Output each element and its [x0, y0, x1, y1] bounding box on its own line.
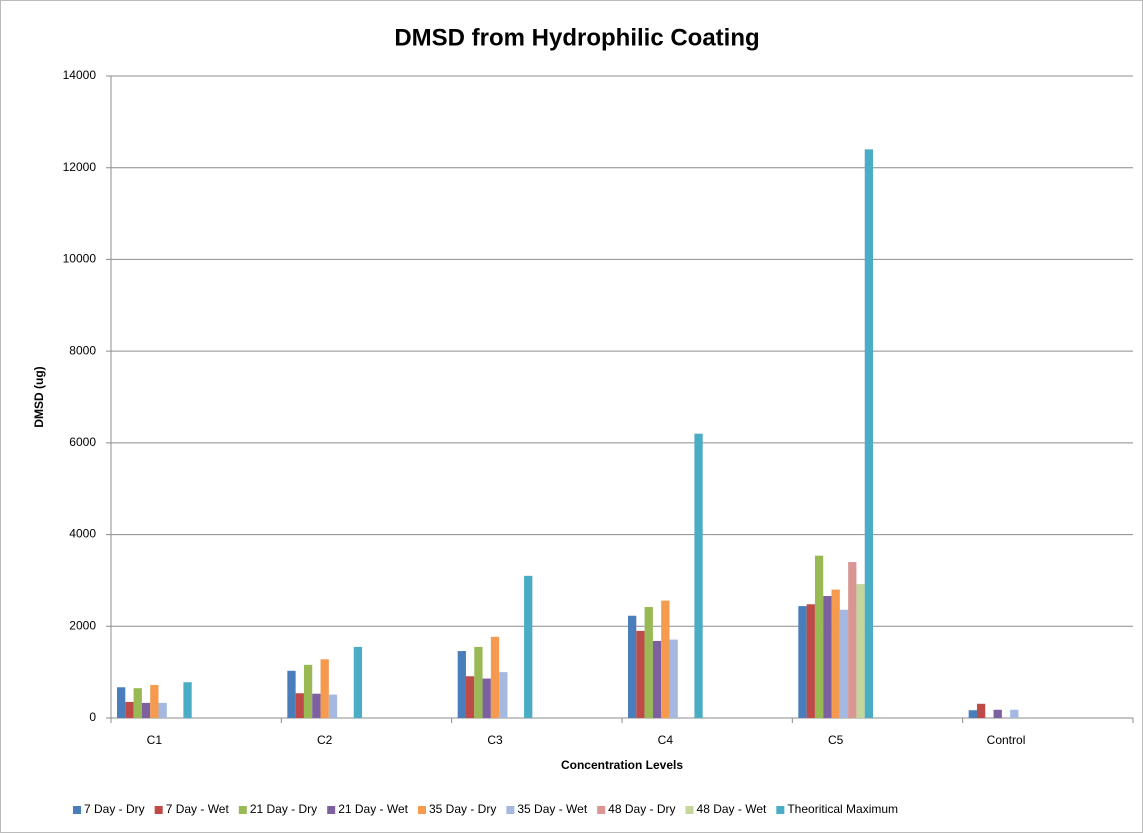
bar: [848, 562, 857, 718]
bar: [806, 604, 815, 718]
bar: [652, 640, 662, 718]
bar: [303, 664, 313, 718]
bar: [287, 670, 296, 718]
legend-label: 35 Day - Dry: [429, 802, 496, 816]
bar: [312, 693, 321, 718]
x-tick-label: C5: [828, 733, 844, 747]
legend-swatch: [327, 806, 336, 814]
bar: [636, 630, 645, 718]
y-tick-label: 6000: [69, 435, 96, 449]
legend-swatch: [154, 806, 163, 814]
bar: [490, 636, 500, 718]
legend-swatch: [776, 806, 785, 814]
legend-label: 7 Day - Wet: [166, 802, 230, 816]
bar: [328, 694, 338, 718]
y-tick-label: 2000: [69, 618, 96, 632]
bar: [474, 646, 483, 718]
legend-swatch: [418, 806, 426, 814]
x-axis-label: Concentration Levels: [561, 758, 683, 772]
bar: [150, 684, 159, 718]
bar: [183, 682, 192, 718]
bar: [864, 149, 874, 718]
legend-swatch: [597, 806, 606, 814]
bar: [628, 615, 637, 718]
bar: [133, 688, 142, 718]
bar: [125, 701, 134, 718]
legend-label: 48 Day - Wet: [697, 802, 767, 816]
bar: [353, 646, 363, 718]
y-tick-label: 14000: [63, 68, 97, 82]
bar: [295, 693, 304, 718]
bar: [524, 575, 533, 718]
bar: [856, 584, 865, 718]
bar: [694, 433, 703, 718]
bar: [661, 600, 670, 718]
bar: [320, 659, 329, 718]
chart-title: DMSD from Hydrophilic Coating: [394, 24, 759, 51]
bar: [831, 589, 840, 718]
y-axis-label: DMSD (ug): [32, 366, 46, 427]
bar: [814, 555, 824, 718]
x-tick-label: C3: [487, 733, 503, 747]
bar: [465, 676, 475, 718]
legend-label: Theoritical Maximum: [787, 802, 898, 816]
bar: [644, 607, 653, 718]
y-tick-label: 4000: [69, 527, 96, 541]
y-tick-label: 12000: [63, 160, 97, 174]
bar: [823, 596, 832, 718]
legend-label: 7 Day - Dry: [84, 802, 145, 816]
bar: [669, 639, 678, 718]
bar: [798, 606, 807, 718]
x-tick-label: C2: [317, 733, 333, 747]
legend-label: 21 Day - Dry: [250, 802, 317, 816]
bar: [141, 702, 151, 718]
x-tick-label: C1: [147, 733, 163, 747]
legend-label: 35 Day - Wet: [517, 802, 587, 816]
bar: [457, 651, 466, 718]
legend-swatch: [238, 806, 247, 814]
bar: [968, 710, 977, 718]
y-tick-label: 8000: [69, 343, 96, 357]
bar: [499, 672, 508, 718]
bar: [976, 703, 986, 718]
legend-swatch: [506, 806, 515, 814]
bar: [482, 678, 491, 718]
bar: [1010, 709, 1019, 718]
legend-swatch: [685, 806, 694, 814]
bar: [117, 687, 126, 718]
legend-swatch: [73, 806, 81, 814]
bar: [158, 702, 167, 718]
legend-label: 21 Day - Wet: [338, 802, 408, 816]
legend-label: 48 Day - Dry: [608, 802, 675, 816]
bar: [839, 609, 849, 718]
y-tick-label: 0: [89, 710, 96, 724]
x-tick-label: C4: [658, 733, 674, 747]
bar: [993, 709, 1002, 718]
x-tick-label: Control: [987, 733, 1026, 747]
y-tick-label: 10000: [63, 252, 97, 266]
